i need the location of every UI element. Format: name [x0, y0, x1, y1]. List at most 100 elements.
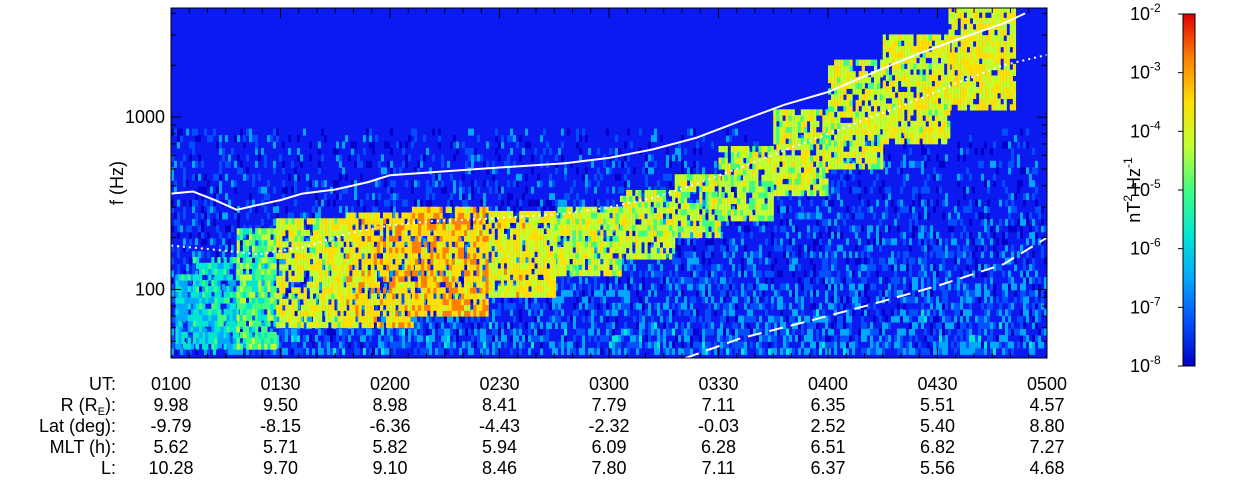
noise-cell	[1041, 238, 1044, 246]
noise-cell	[678, 244, 681, 252]
noise-cell	[969, 199, 972, 207]
noise-cell	[429, 347, 432, 355]
noise-cell	[216, 193, 219, 201]
noise-cell	[582, 199, 585, 207]
noise-cell	[588, 283, 591, 291]
noise-cell	[663, 328, 666, 336]
noise-cell	[921, 347, 924, 355]
noise-cell	[921, 283, 924, 291]
emission-cell	[175, 331, 179, 339]
noise-cell	[639, 309, 642, 317]
emission-cell	[187, 285, 191, 293]
noise-cell	[1041, 225, 1044, 233]
emission-cell	[261, 337, 265, 344]
noise-cell	[882, 148, 885, 155]
emission-cell	[214, 308, 218, 316]
noise-cell	[357, 199, 360, 207]
noise-cell	[930, 322, 933, 330]
noise-cell	[450, 212, 453, 220]
noise-cell	[666, 322, 669, 330]
noise-cell	[624, 347, 627, 355]
noise-cell	[228, 238, 231, 246]
noise-cell	[267, 193, 270, 201]
emission-cell	[303, 241, 307, 248]
noise-cell	[885, 186, 888, 194]
noise-cell	[378, 302, 381, 310]
noise-cell	[807, 212, 810, 220]
noise-cell	[693, 251, 696, 259]
noise-cell	[177, 199, 180, 207]
emission-cell	[279, 264, 283, 271]
emission-cell	[306, 241, 310, 248]
noise-cell	[378, 270, 381, 278]
noise-cell	[450, 322, 453, 330]
noise-cell	[993, 347, 996, 355]
emission-cell	[297, 321, 301, 329]
noise-cell	[633, 167, 636, 175]
emission-cell	[297, 252, 301, 260]
noise-cell	[519, 309, 522, 317]
emission-cell	[239, 274, 243, 281]
emission-cell	[294, 270, 298, 277]
noise-cell	[204, 186, 207, 194]
noise-cell	[930, 199, 933, 207]
noise-cell	[699, 289, 702, 297]
noise-cell	[756, 270, 759, 278]
noise-cell	[1017, 315, 1020, 323]
noise-cell	[303, 128, 306, 136]
noise-cell	[666, 315, 669, 323]
emission-cell	[248, 303, 253, 310]
emission-cell	[267, 343, 271, 350]
noise-cell	[996, 225, 999, 233]
noise-cell	[708, 289, 711, 297]
emission-cell	[297, 287, 301, 294]
noise-cell	[492, 173, 495, 181]
noise-cell	[879, 257, 882, 265]
emission-cell	[276, 229, 280, 237]
noise-cell	[744, 296, 747, 304]
noise-cell	[774, 225, 777, 233]
noise-cell	[672, 302, 675, 310]
emission-cell	[267, 297, 271, 304]
noise-cell	[774, 315, 777, 323]
noise-cell	[624, 283, 627, 291]
emission-cell	[273, 228, 277, 235]
noise-cell	[276, 257, 279, 265]
noise-cell	[963, 289, 966, 297]
noise-cell	[738, 328, 741, 336]
noise-cell	[1029, 180, 1032, 188]
emission-cell	[205, 297, 209, 304]
emission-cell	[258, 280, 262, 287]
noise-cell	[1008, 276, 1011, 284]
noise-cell	[1011, 148, 1014, 155]
noise-cell	[378, 193, 381, 201]
noise-cell	[966, 231, 969, 239]
noise-cell	[921, 315, 924, 323]
emission-cell	[195, 320, 200, 327]
noise-cell	[849, 186, 852, 194]
noise-cell	[966, 335, 969, 342]
noise-cell	[690, 276, 693, 284]
emission-cell	[178, 280, 182, 287]
noise-cell	[222, 238, 225, 246]
noise-cell	[1035, 289, 1038, 297]
noise-cell	[336, 154, 339, 162]
noise-cell	[987, 212, 990, 220]
noise-cell	[306, 173, 309, 181]
noise-cell	[390, 328, 393, 336]
emission-cell	[208, 268, 212, 275]
noise-cell	[225, 135, 228, 143]
noise-cell	[537, 206, 540, 213]
noise-cell	[693, 341, 696, 349]
noise-cell	[759, 296, 762, 304]
noise-cell	[717, 328, 720, 336]
emission-cell	[184, 314, 188, 321]
noise-cell	[1038, 328, 1041, 336]
emission-cell	[214, 326, 218, 333]
noise-cell	[831, 296, 834, 304]
emission-cell	[245, 239, 250, 247]
emission-cell	[178, 326, 182, 333]
noise-cell	[213, 347, 216, 355]
noise-cell	[969, 289, 972, 297]
emission-cell	[242, 245, 247, 252]
